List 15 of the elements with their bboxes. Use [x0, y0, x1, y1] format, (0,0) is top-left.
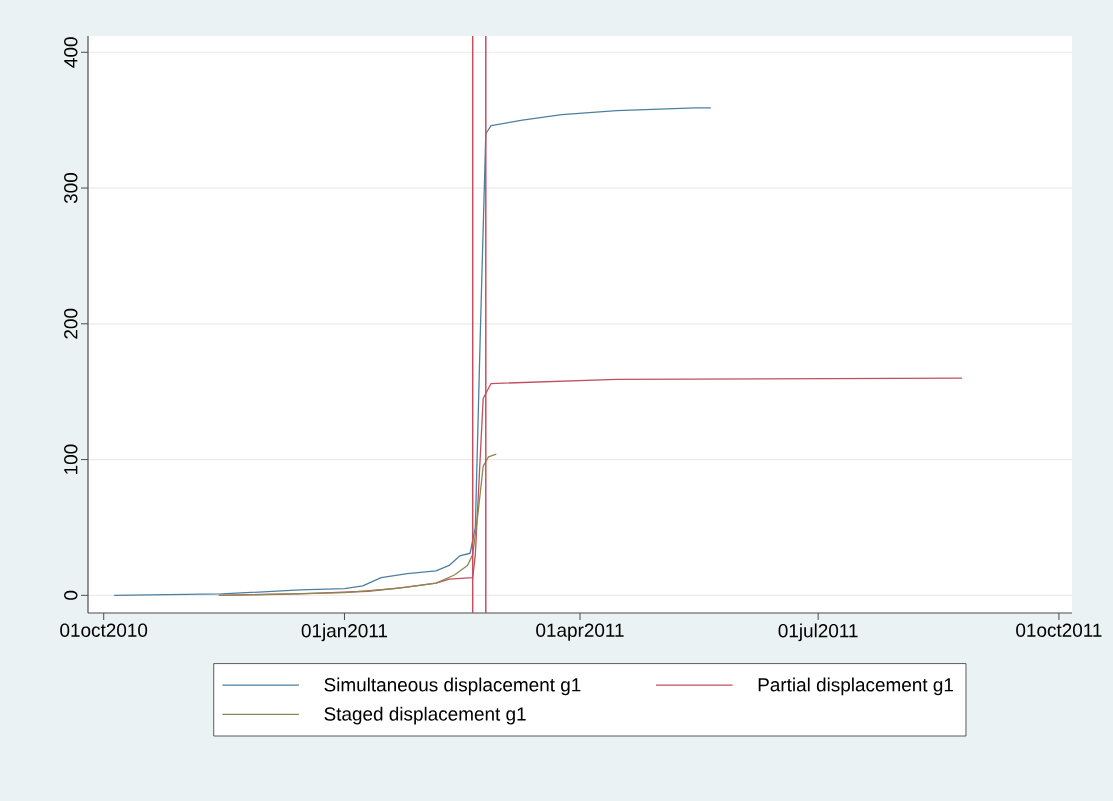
y-tick-label: 200: [64, 308, 78, 339]
y-tick-label: 0: [64, 590, 78, 600]
y-tick-label: 400: [64, 37, 78, 68]
x-tick-label: 01apr2011: [536, 623, 624, 641]
line-series: [113, 107, 712, 596]
x-tick-label: 01jul2011: [778, 623, 858, 642]
x-tick-label: 01oct2011: [1016, 623, 1102, 637]
legend-label: Simultaneous displacement g1: [324, 677, 581, 696]
y-tick-label: 300: [64, 173, 78, 204]
y-tick-label: 100: [64, 444, 78, 474]
line-series: [218, 453, 497, 596]
legend-label: Partial displacement g1: [758, 677, 953, 696]
x-tick-label: 01oct2010: [60, 623, 148, 637]
legend-label: Staged displacement g1: [324, 706, 526, 725]
x-tick-label: 01jan2011: [301, 623, 388, 642]
